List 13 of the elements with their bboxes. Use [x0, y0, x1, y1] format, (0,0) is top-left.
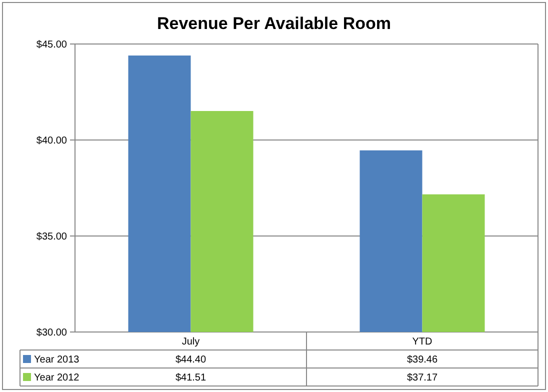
x-tick-label: July	[182, 336, 200, 348]
y-tick-label: $40.00	[36, 136, 68, 146]
y-tick-label: $35.00	[36, 232, 68, 242]
legend-label: Year 2012	[34, 372, 80, 384]
data-label: $37.17	[406, 372, 438, 384]
x-tick-label: YTD	[412, 336, 432, 348]
data-label: $41.51	[175, 372, 206, 384]
legend-label: Year 2013	[34, 354, 80, 366]
chart-title: Revenue Per Available Room	[157, 14, 391, 33]
y-tick-label: $30.00	[36, 328, 68, 338]
y-tick-label: $45.00	[36, 40, 68, 50]
data-label: $39.46	[406, 354, 438, 366]
data-label: $44.40	[175, 354, 206, 366]
